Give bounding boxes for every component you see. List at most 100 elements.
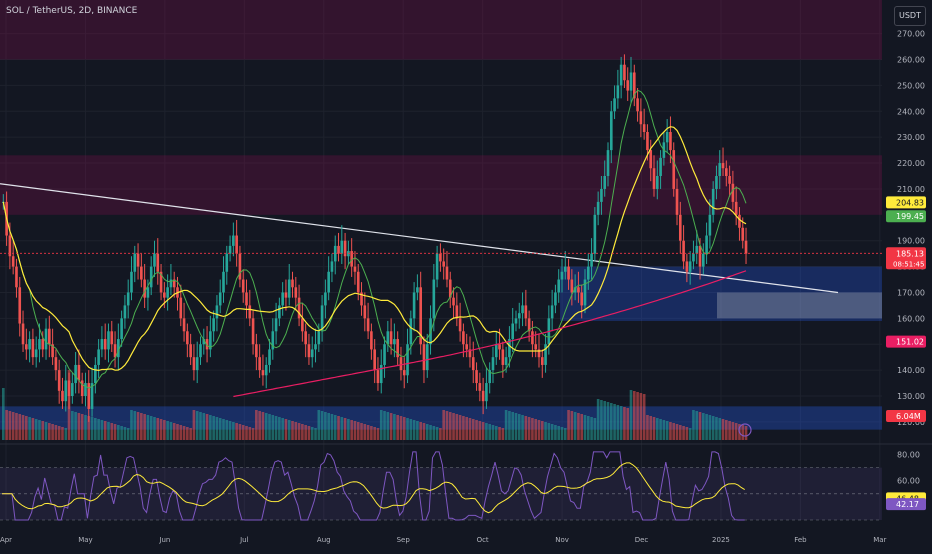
- volume-bar: [708, 415, 712, 440]
- volume-bar: [287, 420, 291, 440]
- candle: [567, 266, 570, 280]
- candle: [304, 331, 307, 345]
- y-tick-label: 270.00: [897, 30, 925, 39]
- volume-bar: [343, 418, 347, 440]
- candle: [531, 331, 534, 345]
- candle: [715, 176, 718, 189]
- volume-bar: [120, 426, 123, 440]
- volume-bar: [396, 415, 399, 440]
- volume-bar: [596, 399, 600, 440]
- volume-bar: [38, 420, 41, 440]
- candle: [675, 188, 679, 215]
- volume-bar: [314, 428, 317, 440]
- candle: [672, 150, 676, 189]
- candle: [123, 305, 127, 319]
- volume-bar: [675, 424, 679, 440]
- volume-bar: [25, 416, 28, 440]
- ma-200-line: [233, 270, 747, 398]
- y-tick-label: 210.00: [897, 185, 925, 194]
- candle: [642, 124, 646, 132]
- volume-bar: [734, 423, 738, 440]
- candle: [80, 380, 84, 396]
- currency-button[interactable]: USDT: [894, 6, 926, 26]
- candle: [51, 344, 54, 358]
- candle: [711, 188, 715, 215]
- volume-bar: [485, 423, 488, 440]
- candle: [688, 261, 692, 272]
- volume-bar: [586, 416, 590, 440]
- candle: [350, 251, 353, 267]
- candle: [38, 339, 41, 350]
- candle: [11, 256, 15, 267]
- candle: [488, 370, 492, 384]
- volume-bar: [133, 411, 137, 440]
- volume-bar: [347, 419, 350, 440]
- candle: [130, 271, 133, 293]
- volume-bar: [632, 391, 636, 440]
- candle: [738, 214, 741, 228]
- candle: [310, 349, 314, 358]
- candle: [340, 240, 344, 254]
- candle: [521, 305, 524, 314]
- candle: [330, 261, 334, 272]
- volume-bar: [140, 413, 143, 440]
- candle: [90, 383, 94, 409]
- volume-bar: [84, 415, 87, 440]
- volume-bar: [416, 421, 419, 440]
- volume-bar: [176, 424, 179, 440]
- candle: [573, 287, 577, 293]
- volume-bar: [228, 421, 232, 440]
- candle: [199, 344, 202, 358]
- candle: [718, 163, 722, 176]
- candle: [57, 370, 61, 391]
- volume-bar: [215, 417, 219, 440]
- candle: [113, 344, 117, 358]
- candle: [360, 292, 363, 306]
- x-tick-label: Aug: [317, 536, 331, 544]
- volume-bar: [452, 413, 455, 440]
- volume-bar: [534, 419, 538, 440]
- trendline: [0, 183, 839, 294]
- candle: [393, 339, 396, 345]
- candle: [557, 279, 561, 293]
- volume-bar: [2, 388, 5, 440]
- price-label: [886, 196, 926, 209]
- candle: [376, 370, 380, 384]
- price-label: [886, 335, 926, 348]
- volume-bar: [51, 424, 54, 440]
- chart-title: SOL / TetherUS, 2D, BINANCE: [6, 6, 138, 16]
- volume-bar: [360, 423, 363, 440]
- volume-bar: [425, 424, 429, 440]
- candle: [708, 214, 712, 236]
- candle: [186, 331, 189, 345]
- volume-bar: [419, 422, 422, 440]
- volume-bar: [386, 412, 390, 440]
- candle: [534, 344, 538, 350]
- resistance-zone: [0, 0, 882, 60]
- candle: [471, 357, 475, 371]
- candle: [734, 201, 738, 215]
- volume-bar: [422, 423, 426, 440]
- volume-bar: [44, 422, 48, 440]
- candle: [462, 331, 465, 345]
- volume-bar: [688, 428, 692, 440]
- volume-bar: [18, 414, 22, 440]
- volume-bar: [80, 414, 84, 440]
- candle: [652, 168, 656, 189]
- candle: [140, 266, 143, 280]
- candle: [485, 383, 488, 402]
- volume-bar: [166, 421, 169, 440]
- volume-bar: [478, 421, 482, 440]
- volume-bar: [11, 412, 15, 440]
- candle: [343, 240, 347, 257]
- y-tick-label: 160.00: [897, 314, 925, 323]
- candle: [636, 98, 639, 112]
- volume-bar: [202, 413, 206, 440]
- volume-bar: [117, 425, 120, 440]
- volume-bar: [146, 415, 150, 440]
- x-tick-label: Jun: [158, 536, 170, 544]
- y-tick-label: 260.00: [897, 56, 925, 65]
- x-tick-label: 2025: [712, 536, 730, 544]
